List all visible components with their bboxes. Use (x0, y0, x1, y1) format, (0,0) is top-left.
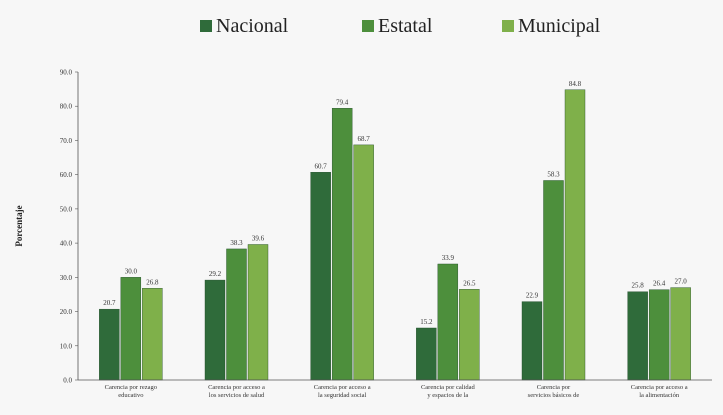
data-label-estatal-2: 79.4 (336, 98, 349, 106)
bar-estatal-0 (120, 277, 142, 381)
data-label-estatal-4: 58.3 (547, 170, 560, 178)
x-category-label: Carencia por acceso a (314, 384, 371, 391)
bars: 20.7 30.0 26.8 29.2 38.3 39.6 60.7 79.4 68.7 15.2… (99, 80, 691, 381)
data-label-nacional-0: 20.7 (103, 299, 116, 307)
data-label-nacional-2: 60.7 (315, 162, 328, 170)
x-category-label: educativo (118, 392, 143, 399)
y-tick-label: 80.0 (60, 103, 73, 111)
legend-label-estatal: Estatal (378, 15, 433, 37)
bar-estatal-3 (437, 263, 459, 381)
data-label-municipal-2: 68.7 (358, 135, 371, 143)
y-tick-label: 50.0 (60, 205, 73, 213)
bar-nacional-4 (521, 301, 543, 381)
bar-municipal-1 (247, 244, 269, 381)
bar-nacional-5 (627, 291, 648, 381)
data-label-municipal-3: 26.5 (463, 279, 476, 287)
data-label-municipal-1: 39.6 (252, 234, 265, 242)
data-label-nacional-3: 15.2 (420, 318, 433, 326)
legend-label-nacional: Nacional (216, 15, 289, 37)
bar-municipal-0 (142, 288, 163, 381)
bar-nacional-1 (204, 279, 226, 381)
x-category-label: servicios básicos de (528, 392, 580, 399)
bar-estatal-2 (331, 108, 353, 381)
data-label-estatal-3: 33.9 (442, 254, 455, 262)
bar-nacional-3 (416, 327, 437, 381)
x-category-label: Carencia por acceso a (631, 384, 688, 391)
data-label-municipal-5: 27.0 (675, 278, 688, 286)
legend-label-municipal: Municipal (518, 15, 601, 37)
data-label-estatal-5: 26.4 (653, 280, 666, 288)
data-label-nacional-1: 29.2 (209, 270, 222, 278)
bar-municipal-4 (564, 89, 586, 381)
y-tick-label: 60.0 (60, 171, 73, 179)
bar-nacional-2 (310, 172, 331, 381)
data-label-nacional-4: 22.9 (526, 292, 539, 300)
y-tick-label: 20.0 (60, 308, 73, 316)
x-category-label: los servicios de salud (209, 392, 265, 399)
y-tick-label: 10.0 (60, 342, 73, 350)
data-label-estatal-1: 38.3 (230, 239, 243, 247)
x-category-label: y espacios de la (427, 392, 468, 399)
x-category-label: Carencia por rezago (105, 384, 157, 391)
data-label-nacional-5: 25.8 (632, 282, 645, 290)
y-tick-label: 30.0 (60, 274, 73, 282)
bar-nacional-0 (99, 308, 120, 381)
x-category-label: Carencia por calidad (421, 384, 476, 391)
data-label-estatal-0: 30.0 (125, 267, 138, 275)
bar-municipal-3 (459, 289, 480, 381)
legend-swatch-nacional (200, 20, 212, 32)
legend-swatch-estatal (362, 20, 374, 32)
x-category-label: Carencia por acceso a (208, 384, 265, 391)
bar-estatal-5 (648, 289, 670, 381)
legend: Nacional Estatal Municipal (200, 15, 601, 37)
y-tick-label: 70.0 (60, 137, 73, 145)
bar-estatal-4 (543, 180, 564, 381)
y-axis: 0.0 10.0 20.0 30.0 40.0 50.0 60.0 70.0 80.0 90.0 P… (14, 69, 79, 385)
x-category-label: Carencia por (537, 384, 571, 391)
bar-municipal-2 (353, 144, 374, 381)
y-tick-label: 0.0 (63, 377, 72, 385)
bar-estatal-1 (226, 248, 247, 381)
y-axis-label: Porcentaje (14, 205, 24, 246)
x-category-label: la seguridad social (318, 392, 367, 399)
y-tick-label: 90.0 (60, 69, 73, 77)
x-category-label: la alimentación (639, 392, 680, 399)
data-label-municipal-0: 26.8 (146, 278, 159, 286)
data-label-municipal-4: 84.8 (569, 80, 582, 88)
y-tick-label: 40.0 (60, 240, 73, 248)
legend-swatch-municipal (502, 20, 514, 32)
bar-municipal-5 (670, 287, 691, 381)
